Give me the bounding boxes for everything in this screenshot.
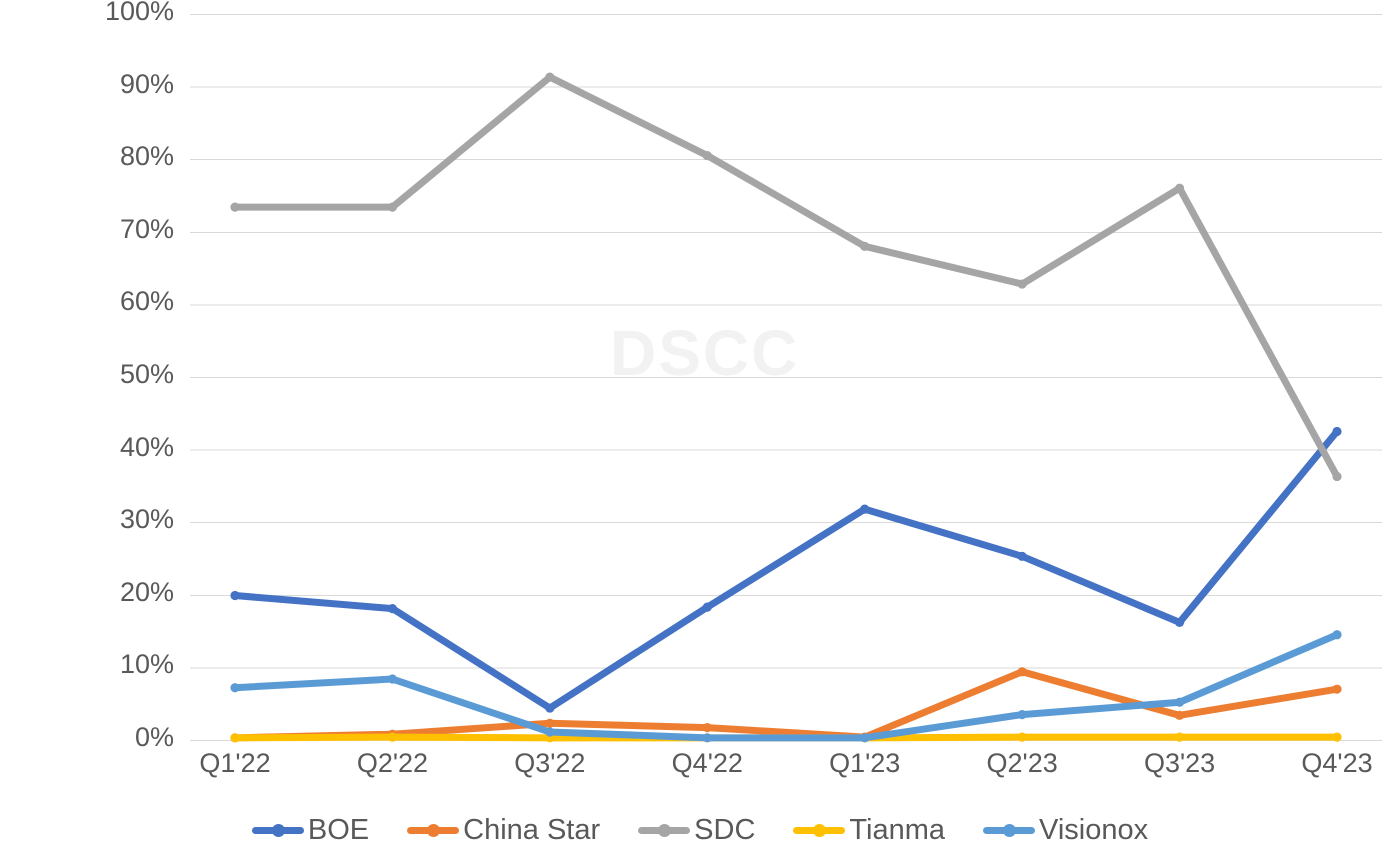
data-point <box>387 732 398 742</box>
data-series <box>230 72 1342 743</box>
series-visionox <box>230 630 1342 743</box>
data-point <box>387 674 398 684</box>
series-line <box>231 427 1341 712</box>
legend-label: Visionox <box>1039 813 1149 846</box>
x-axis-tick-label: Q4'22 <box>671 748 743 778</box>
series-line <box>231 668 1341 742</box>
y-axis-tick-label: 70% <box>119 213 174 244</box>
x-axis-tick-label: Q3'22 <box>514 748 586 778</box>
data-point <box>545 718 555 728</box>
data-point <box>1174 710 1185 720</box>
legend-swatch-icon <box>793 815 846 845</box>
x-axis-tick-label: Q1'23 <box>829 748 901 778</box>
y-axis-tick-label: 90% <box>119 68 174 99</box>
x-axis-tick-label: Q3'23 <box>1143 748 1216 778</box>
y-axis-tick-label: 80% <box>119 141 174 172</box>
legend-item-visionox[interactable]: Visionox <box>983 814 1148 847</box>
x-axis-tick-label: Q2'23 <box>986 748 1058 778</box>
legend-swatch-icon <box>638 815 691 845</box>
data-point <box>702 150 712 161</box>
data-point <box>1332 471 1342 482</box>
data-point <box>860 241 870 251</box>
series-boe <box>230 426 1342 713</box>
legend-label: BOE <box>307 813 370 846</box>
data-point <box>1332 732 1342 742</box>
data-point <box>230 683 240 693</box>
data-point <box>387 603 398 614</box>
y-axis-tick-label: 50% <box>119 359 174 389</box>
data-point <box>1017 709 1027 720</box>
data-point <box>545 72 555 82</box>
legend-swatch-icon <box>407 815 460 845</box>
data-point <box>1174 183 1185 193</box>
data-point <box>1017 732 1027 742</box>
data-point <box>545 727 555 737</box>
x-axis-tick-label: Q4'23 <box>1301 748 1373 778</box>
y-axis-tick-labels: 0% 10% 20% 30% 40% 50% 60% 70% 80% 90% 100% <box>62 0 174 857</box>
data-point <box>860 504 870 514</box>
data-point <box>230 733 240 743</box>
x-axis-tick-label: Q2'22 <box>356 748 429 778</box>
data-point <box>1017 279 1027 289</box>
data-point <box>387 202 398 212</box>
y-axis-title: Foldable Panel Share <box>0 0 44 58</box>
data-point <box>860 733 870 743</box>
legend-label: China Star <box>463 813 601 846</box>
y-axis-tick-label: 30% <box>119 504 174 535</box>
data-point <box>1174 697 1185 707</box>
series-sdc <box>230 72 1342 482</box>
y-axis-tick-label: 60% <box>119 286 174 317</box>
data-point <box>1332 426 1342 437</box>
y-axis-tick-label: 40% <box>119 431 174 462</box>
legend-swatch-icon <box>983 815 1036 845</box>
y-axis-tick-label: 20% <box>119 576 174 607</box>
data-point <box>1017 551 1027 561</box>
y-axis-tick-label: 0% <box>134 722 174 752</box>
y-axis-tick-label: 100% <box>104 0 174 26</box>
plot-area <box>190 14 1382 743</box>
gridlines <box>190 14 1382 741</box>
y-axis-tick-label: 10% <box>119 649 174 680</box>
data-point <box>1174 617 1185 627</box>
data-point <box>702 733 712 743</box>
series-line <box>231 73 1341 480</box>
chart-legend: BOE China Star SDC Tianma Visionox <box>0 806 1400 854</box>
plot-svg <box>190 14 1382 743</box>
data-point <box>1332 684 1342 694</box>
data-point <box>702 723 712 733</box>
legend-item-sdc[interactable]: SDC <box>638 814 755 847</box>
legend-label: SDC <box>694 813 756 846</box>
x-axis-tick-labels: Q1'22 Q2'22 Q3'22 Q4'22 Q1'23 Q2'23 Q3'23 Q4'23 <box>190 748 1382 792</box>
legend-label: Tianma <box>849 813 946 846</box>
series-line <box>231 631 1341 742</box>
dscc-watermark: DSCC <box>610 317 800 389</box>
y-axis-title-text: Foldable Panel Share <box>0 0 44 58</box>
x-axis-tick-label: Q1'22 <box>199 748 271 778</box>
data-point <box>1332 630 1342 640</box>
data-point <box>1174 732 1185 742</box>
data-point <box>230 202 240 212</box>
legend-item-boe[interactable]: BOE <box>251 813 370 847</box>
data-point <box>1017 667 1027 677</box>
data-point <box>230 590 240 601</box>
legend-item-china-star[interactable]: China Star <box>407 814 600 847</box>
legend-item-tianma[interactable]: Tianma <box>793 814 945 847</box>
data-point <box>545 703 555 713</box>
legend-swatch-icon <box>251 815 304 845</box>
data-point <box>702 602 712 612</box>
